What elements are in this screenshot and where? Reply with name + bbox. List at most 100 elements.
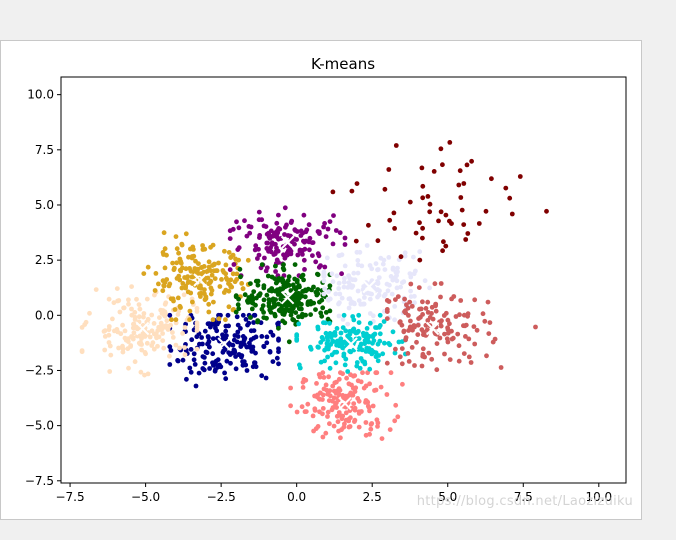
data-point — [417, 306, 422, 312]
data-point — [421, 329, 426, 335]
data-point — [402, 309, 407, 315]
data-point — [374, 370, 380, 376]
data-point — [384, 360, 390, 366]
data-point — [341, 351, 347, 357]
data-point — [196, 285, 202, 291]
data-point — [168, 348, 174, 353]
data-point — [202, 246, 208, 252]
data-point — [327, 365, 333, 371]
data-point — [429, 304, 435, 310]
data-point — [264, 334, 270, 340]
data-point — [302, 409, 308, 415]
data-point — [174, 246, 180, 252]
cluster-1-centroid — [338, 396, 352, 411]
data-point — [346, 417, 351, 422]
data-point — [399, 346, 405, 351]
data-point — [351, 401, 357, 406]
data-point — [438, 294, 443, 300]
data-point — [486, 331, 492, 336]
data-point — [315, 291, 321, 297]
data-point — [264, 240, 270, 246]
data-point — [327, 421, 332, 427]
data-point — [394, 285, 400, 291]
data-point — [236, 352, 242, 357]
data-point — [322, 264, 328, 270]
data-point — [327, 388, 333, 394]
data-point — [149, 312, 155, 318]
data-point — [411, 254, 416, 260]
data-point — [415, 322, 421, 328]
data-point — [393, 297, 398, 302]
data-point — [108, 352, 114, 358]
cluster-10-points — [330, 140, 549, 263]
data-point — [433, 308, 439, 314]
data-point — [384, 281, 390, 287]
data-point — [321, 271, 327, 277]
data-point — [233, 309, 239, 315]
data-point — [169, 317, 174, 323]
data-point — [173, 317, 179, 323]
data-point — [275, 321, 280, 327]
data-point — [221, 348, 227, 353]
data-point — [207, 366, 213, 371]
data-point — [176, 273, 182, 279]
data-point — [316, 345, 321, 350]
data-point — [180, 331, 186, 336]
data-point — [353, 238, 359, 244]
data-point — [183, 231, 189, 237]
data-point — [318, 390, 323, 396]
data-point — [408, 288, 413, 294]
data-point — [261, 297, 267, 303]
data-point — [110, 316, 115, 322]
data-point — [284, 303, 290, 308]
data-point — [234, 314, 240, 320]
data-point — [456, 358, 462, 364]
data-point — [434, 341, 440, 346]
data-point — [285, 278, 291, 283]
data-point — [408, 318, 413, 324]
data-point — [405, 305, 411, 311]
data-point — [223, 328, 229, 334]
data-point — [365, 335, 371, 341]
data-point — [370, 340, 375, 346]
data-point — [337, 387, 343, 393]
data-point — [342, 235, 348, 241]
data-point — [102, 334, 108, 339]
data-point — [456, 182, 462, 188]
data-point — [346, 305, 352, 311]
y-tick-label: −2.5 — [25, 363, 54, 377]
data-point — [425, 318, 431, 323]
data-point — [375, 358, 381, 364]
data-point — [228, 360, 233, 366]
data-point — [152, 292, 157, 298]
data-point — [402, 253, 408, 259]
data-point — [244, 368, 250, 373]
data-point — [366, 339, 372, 345]
data-point — [170, 330, 175, 335]
data-point — [351, 317, 357, 323]
data-point — [377, 338, 383, 344]
data-point — [310, 413, 316, 419]
data-point — [83, 319, 89, 325]
data-point — [134, 296, 139, 302]
data-point — [440, 162, 445, 168]
data-point — [498, 365, 504, 370]
data-point — [183, 283, 189, 289]
data-point — [429, 356, 435, 362]
data-point — [355, 262, 361, 268]
data-point — [129, 306, 134, 312]
data-point — [382, 186, 388, 192]
data-point — [167, 353, 172, 359]
data-point — [156, 324, 162, 330]
data-point — [200, 243, 206, 248]
data-point — [323, 310, 329, 315]
data-point — [276, 226, 282, 231]
data-point — [227, 236, 233, 242]
data-point — [352, 419, 357, 424]
data-point — [297, 248, 303, 254]
data-point — [253, 364, 259, 370]
data-point — [356, 398, 362, 404]
data-point — [325, 354, 330, 360]
data-point — [152, 288, 158, 293]
data-point — [377, 323, 383, 328]
